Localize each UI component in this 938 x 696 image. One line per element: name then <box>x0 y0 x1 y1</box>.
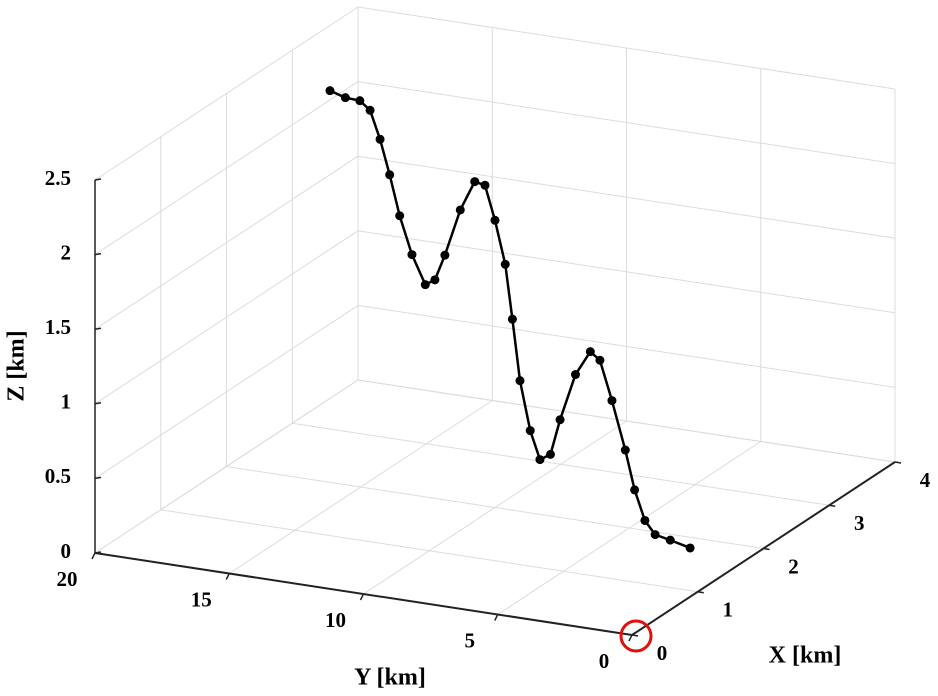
z-tick <box>94 476 102 480</box>
trajectory-point <box>507 314 517 324</box>
x-tick <box>697 591 704 594</box>
grid-line <box>363 420 627 595</box>
trajectory-point <box>685 543 695 553</box>
y-axis-title: Y [km] <box>354 665 426 691</box>
trajectory-point <box>535 455 545 465</box>
trajectory-point <box>355 96 365 106</box>
z-tick-label: 2 <box>61 240 72 264</box>
trajectory-point <box>555 415 565 425</box>
grid <box>94 6 896 636</box>
trajectory-point <box>607 396 617 406</box>
axes: 0 1 2 3 4 0 5 10 15 20 0 0.5 1 1.5 2 2.5 <box>45 166 931 673</box>
grid-line <box>357 81 896 165</box>
y-tick <box>494 614 499 621</box>
trajectory-point <box>650 530 660 540</box>
grid-line <box>357 155 896 239</box>
trajectory-point <box>455 205 465 215</box>
grid-line <box>94 230 359 405</box>
trajectory-point <box>515 376 525 386</box>
trajectory-point <box>325 86 335 96</box>
trajectory-point <box>630 485 640 495</box>
trajectory-point <box>395 211 405 221</box>
origin-marker <box>619 619 653 653</box>
trajectory-point <box>440 250 450 260</box>
z-tick <box>94 402 102 405</box>
y-tick <box>225 573 230 580</box>
grid-line <box>497 441 762 615</box>
trajectory-point <box>545 449 555 459</box>
x-tick-label: 2 <box>788 554 799 578</box>
grid-line <box>228 400 493 574</box>
grid-line <box>94 379 359 554</box>
grid-line <box>94 81 359 256</box>
z-tick <box>94 327 102 330</box>
grid-line <box>94 6 359 181</box>
trajectory-point <box>570 370 580 380</box>
y-tick <box>91 552 96 560</box>
z-tick <box>94 178 102 181</box>
trajectory-point <box>385 170 395 180</box>
trajectory-point <box>365 105 375 115</box>
z-tick-label: 1 <box>61 390 72 414</box>
trajectory-point <box>480 180 490 190</box>
trajectory-point <box>340 93 350 103</box>
grid-line <box>357 379 896 463</box>
z-tick <box>94 252 102 256</box>
trajectory-point <box>407 250 417 260</box>
grid-line <box>357 6 896 90</box>
grid-line <box>94 304 359 479</box>
y-tick <box>628 634 633 642</box>
x-tick-label: 0 <box>657 641 668 665</box>
grid-line <box>94 155 359 330</box>
x-tick <box>894 461 902 464</box>
trajectory-point <box>585 347 595 357</box>
x-tick-label: 1 <box>723 598 734 622</box>
y-tick-label: 15 <box>191 587 212 611</box>
y-tick <box>359 593 365 601</box>
z-tick <box>94 551 102 554</box>
trajectory-point <box>525 426 535 436</box>
x-axis-title: X [km] <box>769 643 842 669</box>
trajectory-point <box>470 177 480 187</box>
y-tick-label: 5 <box>465 628 476 652</box>
trajectory-point <box>595 355 605 365</box>
trajectory-line <box>329 89 691 550</box>
trajectory-point <box>665 535 675 545</box>
trajectory-point <box>640 515 650 525</box>
z-tick-label: 0 <box>61 539 72 563</box>
y-tick-label: 0 <box>599 649 610 673</box>
trajectory-point <box>375 134 385 144</box>
trajectory-point <box>500 259 510 269</box>
grid-line <box>357 304 896 388</box>
marks <box>325 86 695 553</box>
x-tick-label: 4 <box>920 468 931 492</box>
z-axis-title: Z [km] <box>4 330 30 401</box>
trajectory-point <box>490 215 500 225</box>
z-tick-label: 0.5 <box>45 464 71 488</box>
y-tick-label: 10 <box>325 608 346 632</box>
x-tick <box>763 547 770 551</box>
x-tick <box>829 504 836 507</box>
trajectory-point <box>420 280 430 290</box>
trajectory-point <box>620 445 630 455</box>
z-tick-label: 2.5 <box>45 166 71 190</box>
y-tick-label: 20 <box>57 567 78 591</box>
x-tick <box>631 634 639 637</box>
x-tick-label: 3 <box>854 511 865 535</box>
z-tick-label: 1.5 <box>45 315 71 339</box>
trajectory-point <box>430 275 440 285</box>
